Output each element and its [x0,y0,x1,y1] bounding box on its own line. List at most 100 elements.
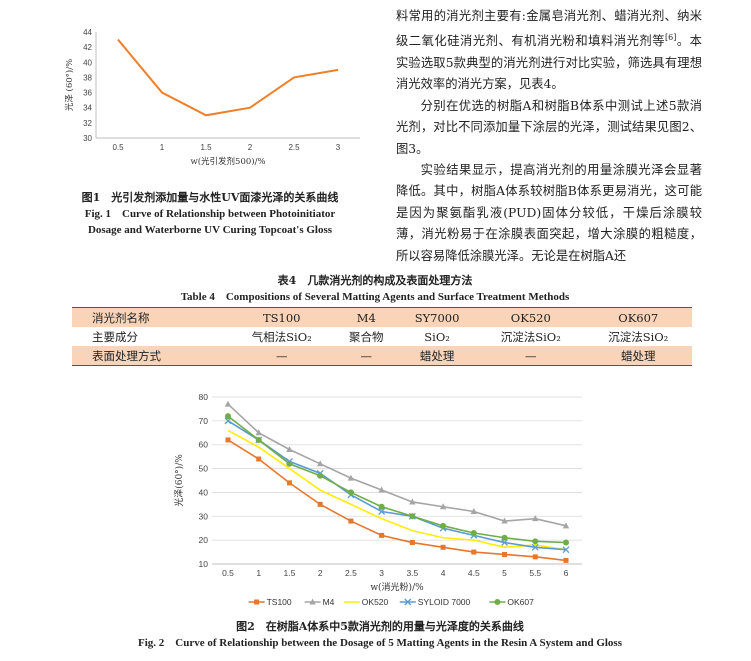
data-point [309,598,316,605]
data-point [439,503,447,510]
table-cell: 沉淀法SiO₂ [608,329,669,344]
fig1-chart: 30 32 34 36 38 40 42 44 0.5 1 1.5 2 2.5 3 w(光引发剂500)/%… [64,28,360,167]
data-point [347,489,354,496]
table-cell: M4 [335,307,398,327]
legend-label: M4 [323,597,335,607]
fig2-caption-en: Fig. 2 Curve of Relationship between the… [137,637,622,649]
y-tick-label: 38 [83,73,92,82]
y-axis-label: 光泽(60°)/% [173,454,185,507]
data-point [470,529,477,536]
y-tick-label: 30 [83,134,92,143]
data-point [255,429,262,436]
table-cell: OK607 [584,307,692,327]
table-cell: 沉淀法SiO₂ [500,329,561,344]
data-point [379,532,385,538]
data-point [409,513,416,520]
x-tick-label: 1.5 [200,143,212,152]
data-point [531,543,539,551]
table-cell: — [477,346,585,366]
data-point [494,599,501,605]
x-tick-label: 2.5 [345,568,357,578]
x-tick-label: 6 [564,568,569,578]
fig1-caption-cn: 图1 光引发剂添加量与水性UV面漆光泽的关系曲线 [81,191,339,204]
series-line-m4 [227,403,567,527]
data-point [254,599,260,605]
x-tick-label: 1 [160,143,165,152]
y-tick-label: 34 [83,104,92,113]
x-tick-label: 0.5 [112,143,124,152]
data-point [347,474,355,481]
y-tick-label: 42 [83,43,92,52]
table-row: 表面处理方式 — — 蜡处理 — 蜡处理 [72,346,692,366]
x-tick-label: 2 [248,143,253,152]
data-point [563,557,569,563]
data-point [440,522,447,529]
y-tick-label: 10 [199,559,209,569]
data-point [563,539,569,546]
data-point [378,486,385,493]
table-cell: SY7000 [397,307,478,327]
data-point [286,460,293,467]
data-point [501,539,509,546]
table-cell: 主要成分 [92,329,138,344]
data-point [501,517,508,524]
paragraph-1-text: 料常用的消光剂主要有:金属皂消光剂、蜡消光剂、纳米级二氧化硅消光剂、有机消光粉和… [396,9,702,49]
x-tick-label: 2.5 [288,143,300,152]
series-line-syloid-7000 [227,420,567,551]
data-point [317,501,323,507]
x-tick-label: 2 [318,568,323,578]
series-line-main [117,38,339,117]
table-cell: 消光剂名称 [72,307,228,327]
y-tick-label: 44 [83,28,92,37]
x-tick-label: 1 [256,568,261,578]
data-point [562,546,570,554]
fig1-caption-en-2: Dosage and Waterborne UV Curing Topcoat'… [87,224,333,236]
data-point [470,508,478,515]
table-cell: — [228,346,336,366]
y-tick-label: 36 [83,89,92,98]
fig2-caption: 图2 在树脂A体系中5款消光剂的用量与光泽度的关系曲线 Fig. 2 Curve… [80,619,680,651]
table-cell: 蜡处理 [584,346,692,366]
table4-caption-cn: 表4 几款消光剂的构成及表面处理方法 [277,274,473,287]
x-tick-label: 1.5 [284,568,296,578]
fig1-caption-en-1: Fig. 1 Curve of Relationship between Pho… [84,208,336,220]
data-point [348,518,354,524]
legend-label: SYLOID 7000 [418,597,471,607]
data-point [316,460,324,467]
y-tick-label: 32 [83,119,92,128]
data-point [562,522,570,529]
x-tick-label: 4 [441,568,446,578]
y-tick-label: 30 [199,511,209,521]
x-tick-label: 4.5 [468,568,480,578]
table4-caption: 表4 几款消光剂的构成及表面处理方法 Table 4 Compositions … [60,273,690,305]
y-axis-label: 光泽 (60°)/% [64,59,75,111]
data-point [409,498,416,505]
table4-caption-en: Table 4 Compositions of Several Matting … [180,291,570,303]
reference-6[interactable]: [6] [665,33,677,43]
series-line-ts100 [227,439,567,562]
y-tick-label: 80 [199,392,209,402]
paragraph-1-text-end: 。本实验选取5款典型的消光剂进行对比实验，筛选具有理想消光效率的消光方案，见表4… [396,34,702,92]
y-tick-label: 40 [83,58,92,67]
data-point [409,540,415,546]
data-point [286,445,293,452]
data-point [532,538,539,545]
x-tick-label: 5.5 [529,568,541,578]
data-point [502,551,508,557]
y-tick-label: 70 [199,416,209,426]
y-tick-label: 40 [199,487,209,497]
x-tick-label: 0.5 [222,568,234,578]
data-point [224,400,232,407]
table-cell: TS100 [228,307,336,327]
y-tick-label: 20 [199,535,209,545]
series-line-ok607 [227,415,567,544]
table-row-header: 消光剂名称 TS100 M4 SY7000 OK520 OK607 [72,307,692,327]
x-tick-label: 3.5 [406,568,418,578]
x-tick-label: 3 [336,143,341,152]
y-tick-label: 50 [199,464,209,474]
paragraph-3: 实验结果显示，提高消光剂的用量涂膜光泽会显著降低。其中，树脂A体系较树脂B体系更… [396,162,702,263]
paragraph-2: 分别在优选的树脂A和树脂B体系中测试上述5款消光剂，对比不同添加量下涂层的光泽，… [396,98,702,156]
x-tick-label: 5 [502,568,507,578]
data-point [378,508,386,515]
data-point [224,417,232,425]
